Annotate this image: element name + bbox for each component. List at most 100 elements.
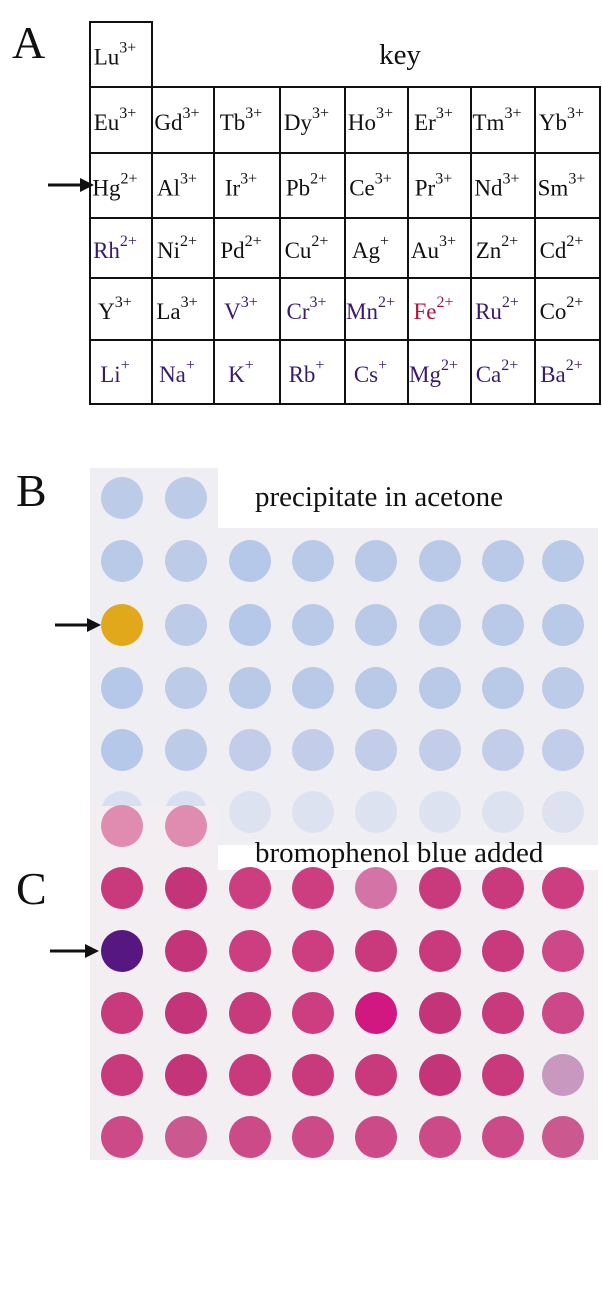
ion-symbol: La <box>156 299 180 324</box>
well <box>355 867 397 909</box>
ion: Cu2+ <box>285 233 329 263</box>
ion: Tb3+ <box>220 105 263 135</box>
well <box>165 729 207 771</box>
well <box>419 729 461 771</box>
well <box>165 604 207 646</box>
well <box>229 667 271 709</box>
well <box>482 867 524 909</box>
well <box>542 604 584 646</box>
ion: Cs+ <box>354 357 387 387</box>
ion: Mg2+ <box>409 357 458 387</box>
well <box>229 604 271 646</box>
well <box>229 1116 271 1158</box>
well <box>355 1054 397 1096</box>
well <box>482 540 524 582</box>
well <box>101 867 143 909</box>
well <box>542 729 584 771</box>
ion-symbol: Ag <box>352 238 381 263</box>
ion-symbol: Sm <box>538 176 569 201</box>
ion: Ni2+ <box>157 233 197 263</box>
ion-charge: 3+ <box>376 105 393 122</box>
well <box>165 477 207 519</box>
well <box>292 1054 334 1096</box>
ion-charge: 3+ <box>439 233 456 250</box>
well <box>165 867 207 909</box>
ion-charge: 3+ <box>436 105 453 122</box>
ion: Ho3+ <box>348 105 393 135</box>
panel-label: A <box>12 17 45 68</box>
well <box>292 540 334 582</box>
ion-charge: 3+ <box>567 105 584 122</box>
ion-charge: 2+ <box>441 357 458 374</box>
well <box>229 729 271 771</box>
ion-charge: 2+ <box>566 294 583 311</box>
ion-charge: 3+ <box>375 171 392 188</box>
ion-symbol: Ir <box>225 176 241 201</box>
well <box>355 540 397 582</box>
key-table: Lu3+Eu3+Gd3+Tb3+Dy3+Ho3+Er3+Tm3+Yb3+Hg2+… <box>90 22 600 404</box>
ion-symbol: Dy <box>284 110 313 135</box>
ion-charge: 2+ <box>180 233 197 250</box>
ion: Mn2+ <box>346 294 395 324</box>
well <box>419 791 461 833</box>
ion: Rh2+ <box>93 233 137 263</box>
ion: Al3+ <box>157 171 197 201</box>
ion-symbol: Er <box>414 110 436 135</box>
ion-charge: + <box>315 357 324 374</box>
ion-symbol: Mn <box>346 299 378 324</box>
well <box>419 540 461 582</box>
ion-symbol: Pb <box>286 176 310 201</box>
well <box>355 1116 397 1158</box>
ion-symbol: K <box>228 362 245 387</box>
ion: Pb2+ <box>286 171 327 201</box>
ion-symbol: Ba <box>540 362 566 387</box>
ion: Ce3+ <box>349 171 392 201</box>
ion: Hg2+ <box>92 171 137 201</box>
well <box>101 930 143 972</box>
ion-symbol: Li <box>100 362 120 387</box>
ion: Ba2+ <box>540 357 583 387</box>
ion-charge: 2+ <box>436 294 453 311</box>
ion-charge: 3+ <box>568 171 585 188</box>
ion-charge: + <box>186 357 195 374</box>
ion-symbol: Ca <box>476 362 502 387</box>
ion-charge: + <box>121 357 130 374</box>
ion-charge: 2+ <box>310 171 327 188</box>
ion-symbol: Lu <box>94 45 120 70</box>
ion-charge: 3+ <box>309 294 326 311</box>
well <box>101 667 143 709</box>
well <box>482 667 524 709</box>
ion: Dy3+ <box>284 105 329 135</box>
well <box>101 540 143 582</box>
well <box>355 667 397 709</box>
well <box>419 604 461 646</box>
well <box>101 729 143 771</box>
ion: Au3+ <box>411 233 456 263</box>
ion-symbol: V <box>224 299 241 324</box>
ion: Zn2+ <box>476 233 519 263</box>
ion-charge: 2+ <box>378 294 395 311</box>
ion: Sm3+ <box>538 171 586 201</box>
well <box>355 930 397 972</box>
ion-charge: 3+ <box>115 294 132 311</box>
ion-symbol: Tb <box>220 110 246 135</box>
ion: Cd2+ <box>540 233 584 263</box>
ion-symbol: Ce <box>349 176 375 201</box>
ion-symbol: Cs <box>354 362 378 387</box>
ion-symbol: Ni <box>157 238 180 263</box>
well <box>292 791 334 833</box>
well <box>229 867 271 909</box>
well <box>229 930 271 972</box>
well <box>542 992 584 1034</box>
ion: Eu3+ <box>94 105 137 135</box>
ion: Nd3+ <box>474 171 519 201</box>
well <box>101 992 143 1034</box>
ion: Tm3+ <box>473 105 522 135</box>
well <box>355 729 397 771</box>
ion-symbol: Cu <box>285 238 312 263</box>
ion-symbol: Mg <box>409 362 441 387</box>
ion: Fe2+ <box>413 294 453 324</box>
well <box>355 791 397 833</box>
ion-symbol: Al <box>157 176 180 201</box>
ion-charge: 2+ <box>566 357 583 374</box>
